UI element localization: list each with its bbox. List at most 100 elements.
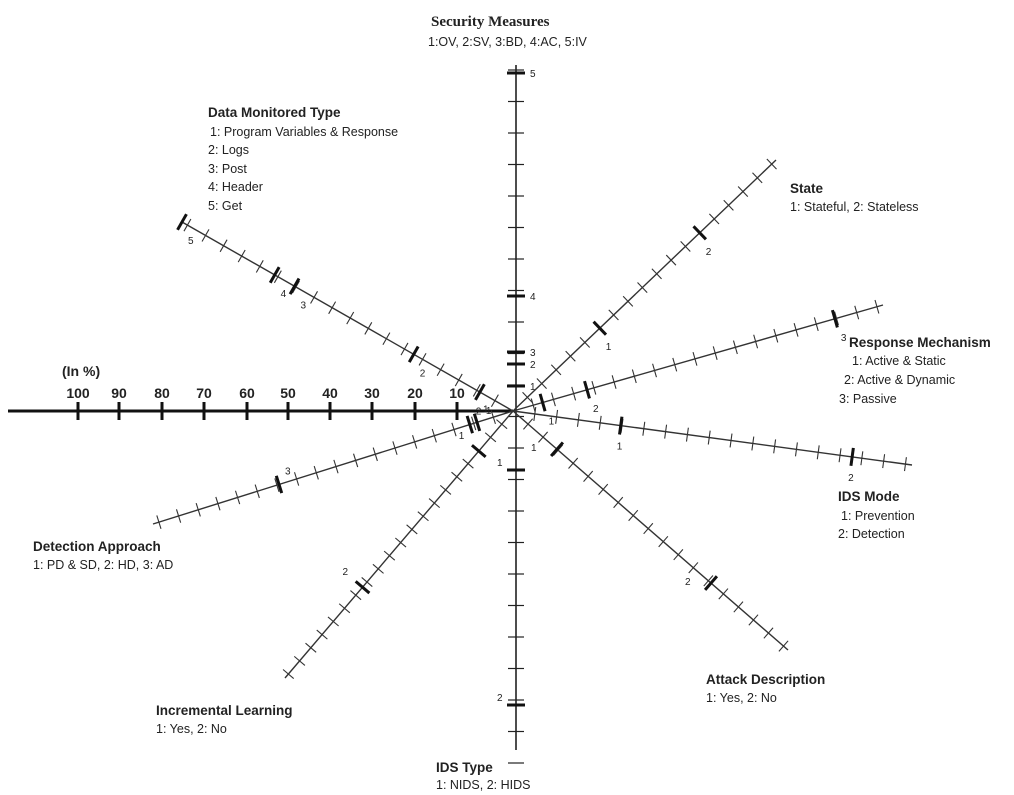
caption-title: Attack Description bbox=[706, 672, 825, 687]
axis-tick bbox=[652, 363, 657, 378]
axis-tick bbox=[707, 430, 711, 445]
axis-tick bbox=[382, 332, 391, 346]
axis-line bbox=[512, 410, 789, 651]
axis-tick bbox=[431, 428, 437, 443]
axis-tick bbox=[282, 669, 295, 680]
axis-tick bbox=[406, 524, 418, 535]
axis-mark-label: 4 bbox=[281, 289, 287, 300]
axis-tick bbox=[496, 419, 508, 430]
caption-security-measures: Security Measures 1:OV, 2:SV, 3:BD, 4:AC… bbox=[428, 14, 588, 49]
scale-tick-label: 30 bbox=[364, 385, 380, 401]
scale-ticks: 100 90 80 70 60 50 40 30 20 10 bbox=[66, 385, 465, 420]
axis-mark bbox=[465, 415, 474, 434]
axis-tick bbox=[316, 629, 328, 640]
axis-tick bbox=[748, 614, 759, 626]
percentage-scale: (In %) 100 90 80 70 60 50 40 30 20 10 bbox=[8, 363, 513, 420]
axis-tick bbox=[305, 642, 317, 653]
caption-line: 2: Active & Dynamic bbox=[844, 373, 955, 387]
axis-tick bbox=[538, 431, 549, 443]
axis-tick bbox=[313, 465, 319, 480]
axis-tick bbox=[813, 317, 819, 331]
axis-tick bbox=[417, 511, 429, 522]
axis-mark bbox=[830, 309, 839, 328]
axis-tick bbox=[703, 575, 714, 587]
axis-tick bbox=[628, 509, 639, 522]
axis-tick bbox=[568, 457, 579, 469]
axis-mark bbox=[354, 580, 371, 595]
axis-mark-label: 4 bbox=[530, 292, 536, 303]
axis-mark-label: 2 bbox=[420, 368, 426, 379]
axis-tick bbox=[555, 409, 559, 424]
axis-tick bbox=[550, 392, 556, 407]
caption-title: IDS Mode bbox=[838, 489, 900, 504]
axis-tick bbox=[392, 441, 398, 455]
axis-tick bbox=[490, 410, 496, 425]
axis-tick bbox=[328, 301, 337, 315]
axis-mark bbox=[849, 447, 855, 467]
caption-title: IDS Type bbox=[436, 760, 493, 775]
caption-incremental-learning: Incremental Learning 1: Yes, 2: No bbox=[156, 703, 293, 736]
axis-tick bbox=[643, 522, 654, 535]
caption-line: 4: Header bbox=[208, 180, 263, 194]
axis-tick bbox=[350, 590, 362, 601]
axis-incremental-learning: 12 bbox=[282, 410, 514, 680]
caption-line: 1: Yes, 2: No bbox=[156, 722, 227, 736]
scale-tick-label: 100 bbox=[66, 385, 90, 401]
axis-mark bbox=[472, 413, 482, 432]
axis-mark-label: 1 bbox=[530, 382, 536, 393]
axis-mark-label: 5 bbox=[530, 69, 536, 80]
axis-tick bbox=[611, 375, 617, 389]
axis-tick bbox=[794, 442, 798, 457]
axis-tick bbox=[454, 373, 463, 387]
axis-tick bbox=[874, 299, 880, 314]
axis-mark-label: 1 bbox=[549, 417, 555, 428]
axis-tick bbox=[854, 305, 860, 320]
caption-line: 1: Stateful, 2: Stateless bbox=[790, 200, 919, 214]
axis-tick bbox=[436, 363, 445, 377]
axis-tick bbox=[816, 445, 820, 460]
axis-tick bbox=[591, 380, 597, 395]
axis-mark-label: 1 bbox=[497, 458, 503, 469]
axis-tick bbox=[608, 309, 619, 321]
axis-ids-type: 12 bbox=[497, 458, 525, 707]
axis-mark-label: 3 bbox=[530, 348, 536, 359]
scale-tick-label: 90 bbox=[111, 385, 127, 401]
axis-tick bbox=[451, 471, 463, 482]
axis-tick bbox=[237, 249, 246, 263]
axis-tick bbox=[274, 478, 280, 492]
caption-line: 5: Get bbox=[208, 199, 243, 213]
axis-tick bbox=[428, 498, 441, 509]
axis-mark bbox=[274, 475, 284, 494]
axis-tick bbox=[533, 406, 537, 421]
axis-tick bbox=[680, 240, 691, 252]
axis-mark-label: 2 bbox=[706, 247, 712, 258]
axis-tick bbox=[293, 472, 300, 486]
axis-mark-label: 1 bbox=[617, 442, 623, 453]
axis-tick bbox=[383, 550, 396, 561]
axis-tick bbox=[766, 158, 777, 170]
caption-title: Data Monitored Type bbox=[208, 105, 341, 120]
axis-line bbox=[152, 410, 514, 525]
axis-tick bbox=[688, 562, 699, 574]
axis-mark-label: 2 bbox=[685, 577, 691, 588]
caption-line: 3: Passive bbox=[839, 392, 897, 406]
axis-tick bbox=[718, 588, 729, 600]
axis-tick bbox=[292, 280, 300, 294]
axis-tick bbox=[622, 295, 634, 307]
caption-title: Detection Approach bbox=[33, 539, 161, 554]
axis-tick bbox=[462, 458, 474, 469]
axis-tick bbox=[293, 655, 306, 666]
axis-tick bbox=[903, 457, 907, 472]
scale-tick-label: 60 bbox=[239, 385, 255, 401]
caption-title: Response Mechanism bbox=[849, 335, 991, 350]
axis-line bbox=[181, 221, 514, 412]
axis-mark bbox=[549, 441, 565, 458]
axis-tick bbox=[583, 470, 594, 482]
axis-tick bbox=[665, 254, 677, 266]
axis-mark-label: 2 bbox=[343, 567, 349, 578]
axis-tick bbox=[418, 353, 427, 366]
axis-tick bbox=[753, 334, 759, 349]
axis-mark bbox=[538, 393, 547, 412]
